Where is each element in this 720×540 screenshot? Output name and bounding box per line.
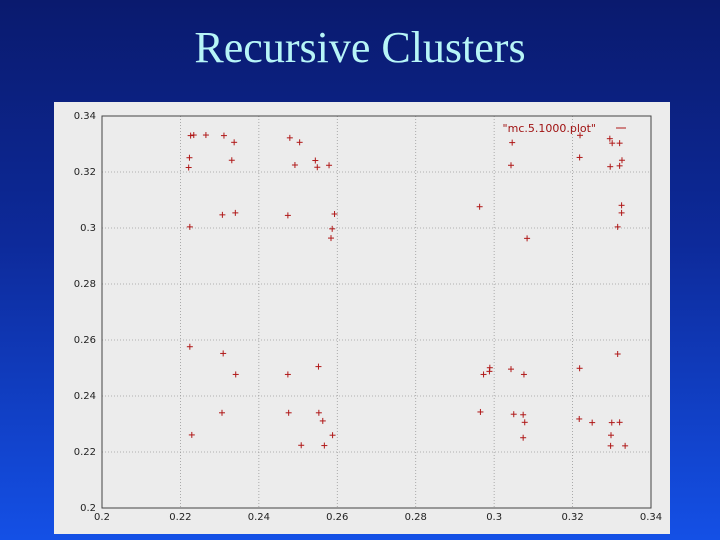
data-point [608,432,615,439]
data-point [521,419,528,426]
data-point [616,162,623,169]
data-point [508,162,515,169]
data-point [187,132,194,139]
data-point [577,132,584,139]
x-tick-label: 0.3 [486,512,502,523]
data-point [219,211,226,218]
data-point [510,411,517,418]
data-point [284,371,291,378]
data-point [202,132,209,139]
data-point [319,417,326,424]
data-point [314,164,321,171]
slide-title: Recursive Clusters [194,23,526,72]
data-point [614,351,621,357]
y-tick-label: 0.24 [74,391,96,402]
x-tick-label: 0.28 [405,512,427,523]
data-point [607,163,614,170]
y-tick-label: 0.2 [80,503,96,514]
data-point [622,442,629,449]
x-tick-label: 0.22 [169,512,191,523]
data-point [486,364,493,371]
data-point [315,363,322,370]
data-point [185,164,192,171]
data-point [508,366,515,373]
data-point [618,202,625,209]
data-point [616,419,623,426]
data-point [228,157,235,164]
data-point [509,139,516,146]
data-point [190,132,197,139]
data-point [614,223,621,230]
data-point [321,442,328,449]
data-point [315,409,322,416]
data-point [618,157,625,164]
plot-frame [101,115,652,509]
data-point [296,139,303,146]
scatter-plot-panel: 0.2 0.22 0.24 0.26 0.28 0.3 0.32 0.34 0.2 0.22 0.2… [54,102,670,534]
data-point [291,162,298,168]
data-point [220,132,227,139]
data-point [576,415,583,422]
x-tick-label: 0.24 [248,512,270,523]
data-point [232,209,239,216]
y-tick-label: 0.32 [74,167,96,178]
data-point [607,442,614,449]
y-tick-label: 0.34 [74,111,96,122]
y-tick-label: 0.26 [74,335,96,346]
data-point [520,371,527,378]
data-point [329,225,336,232]
data-point [220,350,227,357]
data-point [576,365,583,372]
x-tick-label: 0.32 [561,512,583,523]
x-tick-label: 0.34 [640,512,662,523]
data-point [476,203,483,210]
data-point [608,419,615,426]
x-tick-label: 0.2 [94,512,110,523]
data-point [609,140,616,147]
data-point [186,343,193,350]
data-point [606,135,613,142]
data-point [329,432,336,439]
y-tick-label: 0.22 [74,447,96,458]
x-tick-label: 0.26 [326,512,348,523]
data-point [186,223,193,230]
data-point [284,212,291,219]
data-point [298,442,305,449]
data-point [576,154,583,161]
data-point [480,371,487,378]
data-point [618,209,625,216]
data-point [326,162,333,169]
data-point [186,154,193,161]
data-point [520,434,527,441]
legend-label: "mc.5.1000.plot" [503,122,596,135]
data-point [616,140,623,147]
data-point [331,211,338,217]
data-point [188,431,195,438]
scatter-chart: 0.2 0.22 0.24 0.26 0.28 0.3 0.32 0.34 0.2 0.22 0.2… [74,111,662,523]
y-tick-label: 0.3 [80,223,96,234]
y-tick-label: 0.28 [74,279,96,290]
data-point [328,235,335,242]
data-point [520,411,527,418]
data-point [312,157,319,164]
data-point [285,409,292,416]
data-point [218,409,225,416]
data-point [231,139,238,146]
data-point [477,408,484,415]
data-point [589,419,596,426]
data-point [524,235,531,242]
data-point [286,134,293,141]
data-point [232,371,239,378]
